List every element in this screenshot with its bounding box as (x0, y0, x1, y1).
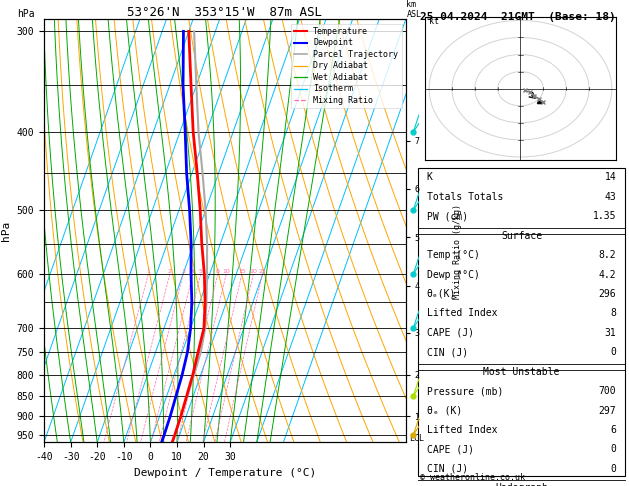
Text: 2: 2 (168, 269, 172, 274)
Text: θₑ(K): θₑ(K) (426, 289, 456, 299)
Text: km
ASL: km ASL (406, 0, 421, 18)
Text: 8: 8 (611, 309, 616, 318)
Text: 3: 3 (181, 269, 185, 274)
Text: Lifted Index: Lifted Index (426, 425, 497, 435)
Text: Lifted Index: Lifted Index (426, 309, 497, 318)
Text: 1.35: 1.35 (593, 211, 616, 221)
Text: PW (cm): PW (cm) (426, 211, 468, 221)
Text: 4: 4 (191, 269, 195, 274)
Text: Most Unstable: Most Unstable (483, 367, 560, 377)
Text: 8.2: 8.2 (599, 250, 616, 260)
Text: CIN (J): CIN (J) (426, 347, 468, 357)
Text: 8: 8 (216, 269, 220, 274)
Text: 296: 296 (599, 289, 616, 299)
Text: 31: 31 (604, 328, 616, 338)
Text: Dewp (°C): Dewp (°C) (426, 270, 479, 279)
Y-axis label: hPa: hPa (1, 221, 11, 241)
Text: 700: 700 (599, 386, 616, 396)
Text: Mixing Ratio (g/kg): Mixing Ratio (g/kg) (453, 205, 462, 299)
Text: 1: 1 (147, 269, 150, 274)
Text: Hodograph: Hodograph (495, 484, 548, 486)
Text: 0: 0 (611, 445, 616, 454)
Title: 53°26'N  353°15'W  87m ASL: 53°26'N 353°15'W 87m ASL (127, 6, 323, 19)
Text: 5: 5 (199, 269, 203, 274)
Text: LCL: LCL (409, 434, 425, 443)
Text: 14: 14 (604, 173, 616, 182)
Text: 0: 0 (611, 347, 616, 357)
Text: CAPE (J): CAPE (J) (426, 328, 474, 338)
Text: Totals Totals: Totals Totals (426, 192, 503, 202)
Text: Temp (°C): Temp (°C) (426, 250, 479, 260)
Text: hPa: hPa (17, 9, 35, 18)
Text: 25.04.2024  21GMT  (Base: 18): 25.04.2024 21GMT (Base: 18) (420, 12, 616, 22)
Text: 6: 6 (611, 425, 616, 435)
Text: θₑ (K): θₑ (K) (426, 406, 462, 416)
X-axis label: Dewpoint / Temperature (°C): Dewpoint / Temperature (°C) (134, 468, 316, 478)
Text: 10: 10 (222, 269, 230, 274)
Text: 0: 0 (611, 464, 616, 474)
Text: kt: kt (429, 17, 439, 26)
Legend: Temperature, Dewpoint, Parcel Trajectory, Dry Adiabat, Wet Adiabat, Isotherm, Mi: Temperature, Dewpoint, Parcel Trajectory… (291, 24, 401, 108)
Text: 15: 15 (238, 269, 246, 274)
Text: CAPE (J): CAPE (J) (426, 445, 474, 454)
Text: 25: 25 (259, 269, 267, 274)
Text: 4.2: 4.2 (599, 270, 616, 279)
Text: Surface: Surface (501, 231, 542, 241)
Text: 20: 20 (250, 269, 257, 274)
Text: Pressure (mb): Pressure (mb) (426, 386, 503, 396)
Text: K: K (426, 173, 432, 182)
Text: © weatheronline.co.uk: © weatheronline.co.uk (420, 473, 525, 482)
Text: 43: 43 (604, 192, 616, 202)
Text: 297: 297 (599, 406, 616, 416)
Text: CIN (J): CIN (J) (426, 464, 468, 474)
